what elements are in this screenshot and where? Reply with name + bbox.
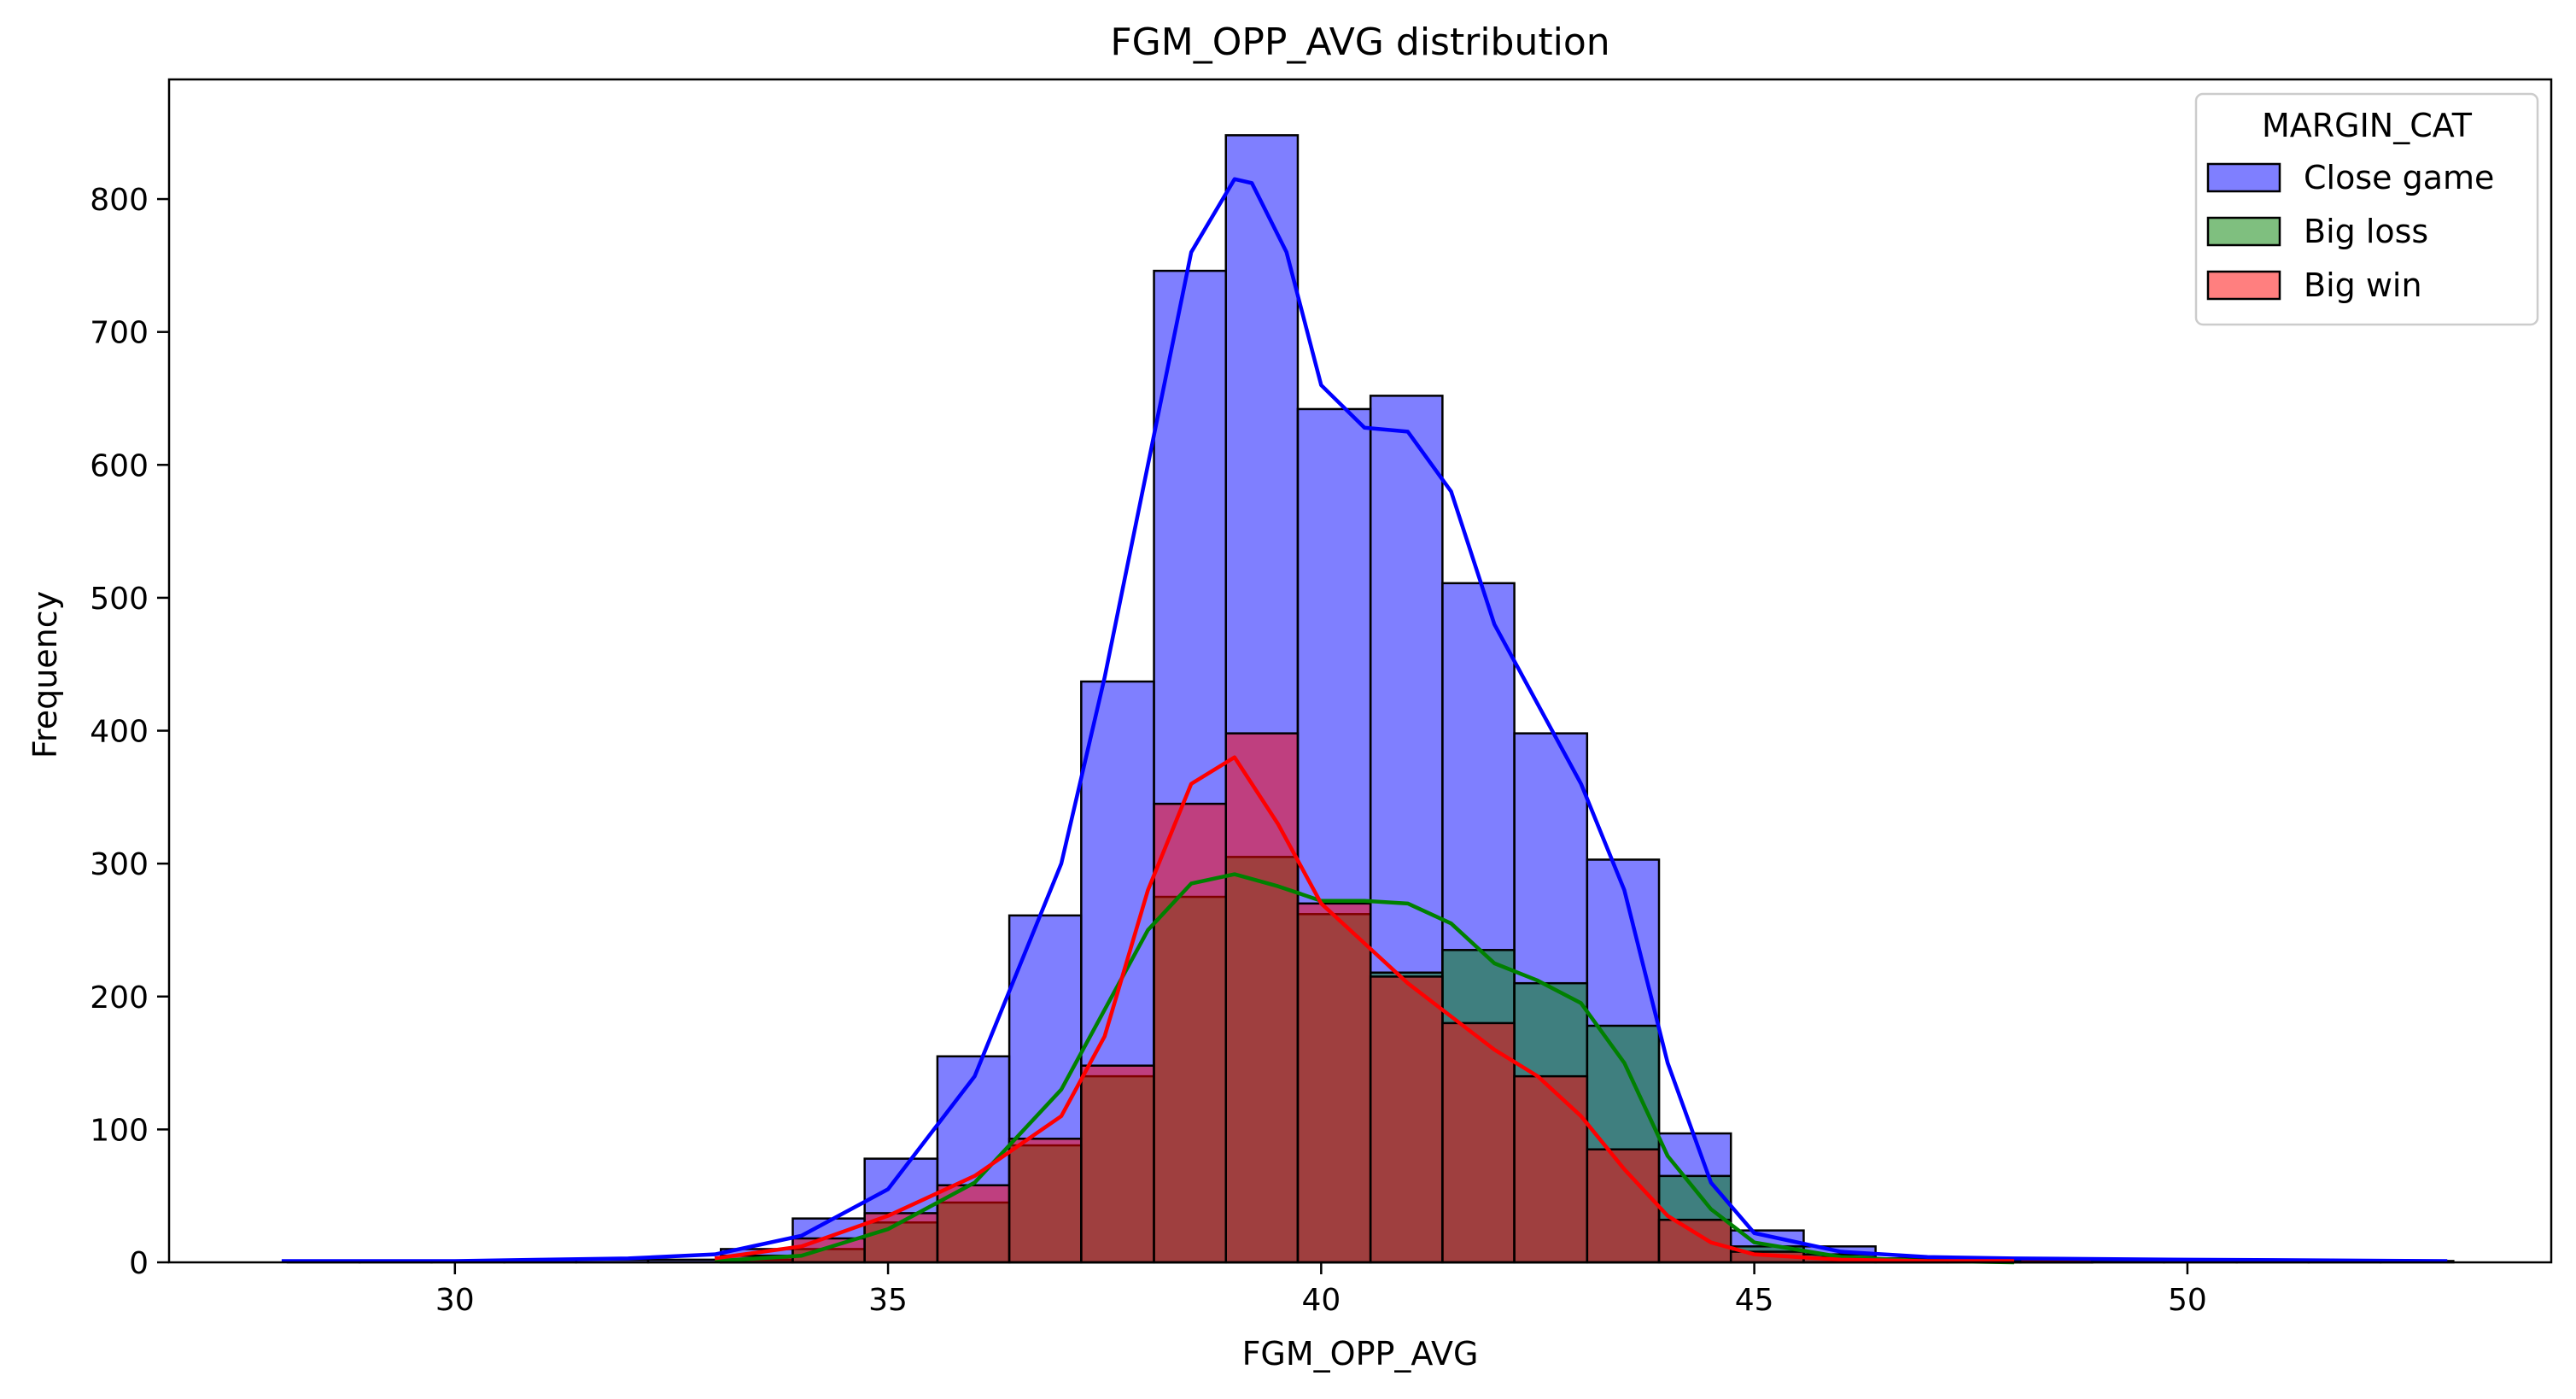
y-tick-label: 200: [90, 980, 149, 1016]
y-axis-label: Frequency: [26, 591, 64, 758]
y-tick-label: 0: [129, 1246, 149, 1281]
histogram-bar: [1296, 902, 1372, 1264]
legend-label: Big loss: [2304, 213, 2428, 250]
legend-swatch: [2206, 216, 2281, 247]
histogram-bar: [1153, 802, 1228, 1264]
y-tick-label: 400: [90, 715, 149, 750]
legend-swatch: [2206, 270, 2281, 301]
y-tick-label: 700: [90, 316, 149, 351]
kde-line-big-loss: [715, 872, 2015, 1265]
histogram-bar: [1008, 1138, 1083, 1264]
x-tick-label: 45: [1735, 1283, 1774, 1318]
histogram-bar: [1513, 1074, 1589, 1264]
x-tick-label: 40: [1301, 1283, 1341, 1318]
y-tick-label: 800: [90, 183, 149, 218]
axes-frame: [167, 78, 2553, 1264]
legend-title: MARGIN_CAT: [2262, 107, 2473, 144]
legend-box: [2194, 92, 2539, 326]
x-tick-label: 50: [2168, 1283, 2207, 1318]
kde-line-close-game: [281, 177, 2448, 1263]
x-tick-label: 30: [435, 1283, 475, 1318]
legend-label: Close game: [2304, 159, 2494, 196]
legend: MARGIN_CAT Close game Big loss Big win: [2194, 92, 2539, 326]
chart-title: FGM_OPP_AVG distribution: [1110, 20, 1609, 64]
kde-line-big-win: [714, 755, 2014, 1263]
y-tick-label: 100: [90, 1113, 149, 1148]
histogram-bar: [791, 1237, 866, 1264]
plot-area: [281, 134, 2455, 1265]
legend-label: Big win: [2304, 266, 2422, 304]
histogram-bar: [1657, 1218, 1732, 1264]
x-axis-label: FGM_OPP_AVG: [1242, 1335, 1479, 1373]
histogram-bar: [1441, 1021, 1516, 1264]
x-tick-label: 35: [868, 1283, 908, 1318]
y-tick-label: 500: [90, 582, 149, 617]
legend-swatch: [2206, 162, 2281, 193]
histogram-bar: [1369, 975, 1444, 1264]
histogram-bar: [1080, 1064, 1155, 1264]
histogram-bar: [1224, 732, 1300, 1264]
y-tick-label: 600: [90, 448, 149, 483]
y-tick-label: 300: [90, 847, 149, 882]
